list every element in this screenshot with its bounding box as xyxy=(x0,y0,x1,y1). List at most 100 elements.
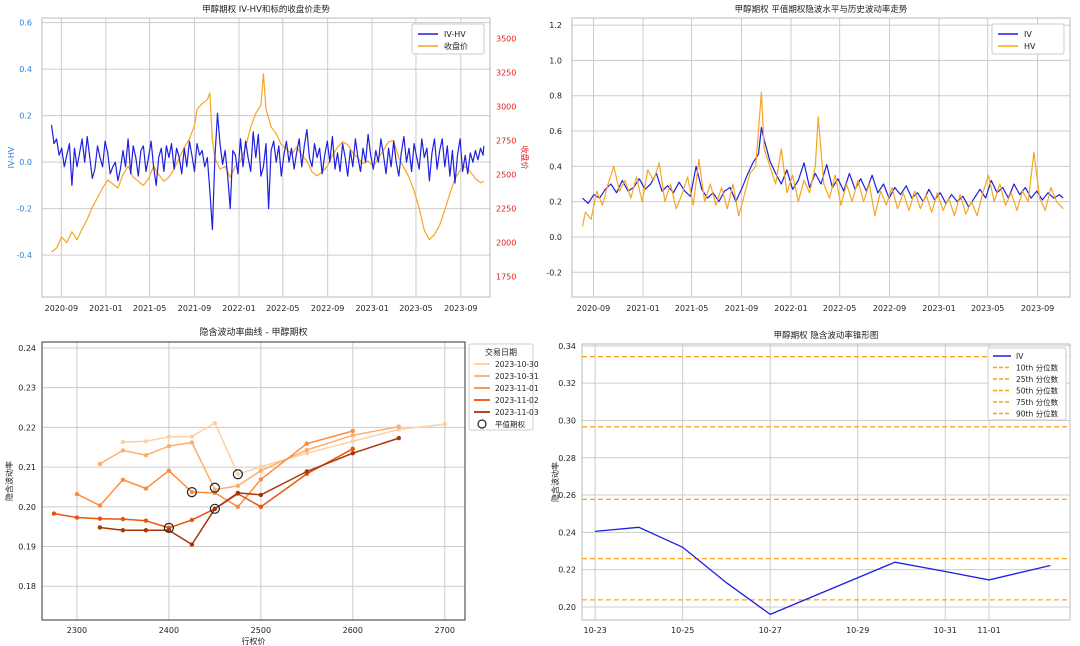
x-tick-label: 2022-01 xyxy=(222,304,255,313)
chart-1: 甲醇期权 IV-HV和标的收盘价走势 2020-09 2021-01 2021-05 2… xyxy=(7,4,530,313)
legend-label: 2023-10-31 xyxy=(495,372,539,381)
plot-frame xyxy=(581,343,1071,621)
x-tick-label: 2021-09 xyxy=(178,304,211,313)
legend-label: IV xyxy=(1016,352,1024,361)
y-tick-label: 0.2 xyxy=(19,112,32,121)
series-point xyxy=(120,448,126,453)
legend-label: 2023-11-01 xyxy=(495,384,539,393)
x-tick-label: 2020-09 xyxy=(577,304,610,313)
series-point xyxy=(235,504,241,510)
legend-label: IV-HV xyxy=(444,30,466,39)
atm-marker xyxy=(186,487,197,498)
chart-title: 甲醇期权 隐含波动率锥形图 xyxy=(774,330,879,341)
y2-tick-label: 3250 xyxy=(496,68,516,77)
atm-marker xyxy=(232,469,243,480)
legend-label: 75th 分位数 xyxy=(1016,397,1059,407)
legend-label: 90th 分位数 xyxy=(1016,409,1059,419)
series-line-HV xyxy=(581,91,1064,227)
y-tick-label: 0.0 xyxy=(19,158,32,167)
x-tick-label: 2023-05 xyxy=(399,304,432,313)
x-tick-label: 2300 xyxy=(67,626,87,635)
y-axis-label: 隐含波动率 xyxy=(550,462,560,502)
y-tick-label: 0.21 xyxy=(18,463,36,472)
x-tick-label: 10-31 xyxy=(934,626,957,635)
atm-marker xyxy=(209,482,220,493)
series-point xyxy=(97,516,103,521)
series-point xyxy=(350,439,356,444)
series-line-2023-10-30 xyxy=(122,421,445,476)
legend-label: HV xyxy=(1024,42,1036,51)
y-tick-label: -0.2 xyxy=(16,205,32,214)
legend-label: 10th 分位数 xyxy=(1016,363,1059,373)
y-tick-label: 0.24 xyxy=(558,528,576,537)
y-tick-label: 0.30 xyxy=(558,416,576,425)
y2-tick-label: 2000 xyxy=(496,239,516,248)
legend-label: 收盘价 xyxy=(444,41,468,51)
atm-marker xyxy=(163,522,174,533)
y-tick-label: 0.2 xyxy=(549,198,562,207)
chart-title: 甲醇期权 IV-HV和标的收盘价走势 xyxy=(202,4,330,15)
chart-2: 甲醇期权 平值期权隐波水平与历史波动率走势 2020-09 2021-01 2021-… xyxy=(546,4,1071,313)
legend-label: 50th 分位数 xyxy=(1016,386,1059,396)
x-tick-label: 2023-09 xyxy=(1021,304,1054,313)
series-point xyxy=(143,528,149,533)
series-point xyxy=(189,489,195,495)
y-tick-label: 0.22 xyxy=(18,423,36,432)
y-tick-label: -0.2 xyxy=(546,268,562,277)
x-tick-label: 2022-09 xyxy=(311,304,344,313)
x-tick-label: 10-23 xyxy=(584,626,607,635)
y-tick-label: 0.4 xyxy=(549,162,562,171)
y-tick-label: 1.2 xyxy=(549,21,562,30)
y-tick-label: 0.20 xyxy=(18,503,36,512)
x-tick-label: 2700 xyxy=(435,626,455,635)
series-point xyxy=(97,503,103,508)
y-tick-label: 0.18 xyxy=(18,582,36,591)
series-point xyxy=(212,506,218,511)
series-point xyxy=(304,447,310,453)
y-tick-label: 0.8 xyxy=(549,92,562,101)
series-point xyxy=(304,469,310,474)
x-tick-label: 2023-01 xyxy=(355,304,388,313)
series-point xyxy=(304,451,310,456)
y-tick-label: 0.23 xyxy=(18,384,36,393)
series-point xyxy=(166,528,172,533)
legend-label: 2023-10-30 xyxy=(495,360,539,369)
y-tick-label: 0.34 xyxy=(558,342,576,351)
x-tick-label: 2022-05 xyxy=(266,304,299,313)
series-line-2023-11-02 xyxy=(53,448,354,529)
x-tick-label: 10-27 xyxy=(759,626,782,635)
x-tick-label: 2600 xyxy=(343,626,363,635)
series-point xyxy=(143,518,149,523)
series-point xyxy=(120,516,126,522)
y-tick-label: 0.22 xyxy=(558,566,576,575)
y-tick-label: 0.4 xyxy=(19,65,32,74)
y-tick-label: 0.28 xyxy=(558,454,576,463)
series-line-IV-HV xyxy=(50,112,485,231)
legend-label: IV xyxy=(1024,30,1032,39)
x-tick-label: 2022-09 xyxy=(873,304,906,313)
y2-tick-label: 3500 xyxy=(496,34,516,43)
plot-frame xyxy=(41,17,491,298)
series-point xyxy=(97,525,103,530)
series-point xyxy=(97,461,103,467)
series-point xyxy=(143,452,149,458)
y-tick-label: 0.6 xyxy=(549,127,562,136)
y2-tick-label: 1750 xyxy=(496,273,516,282)
y-axis-label: 隐含波动率 xyxy=(4,461,14,501)
series-point xyxy=(258,504,264,510)
series-point xyxy=(143,439,149,444)
y-tick-label: 0.0 xyxy=(549,233,562,242)
x-tick-label: 2020-09 xyxy=(45,304,78,313)
y-tick-label: 0.6 xyxy=(19,19,32,28)
x-tick-label: 10-25 xyxy=(671,626,694,635)
series-point xyxy=(51,511,57,516)
y-tick-label: 0.19 xyxy=(18,543,36,552)
x-axis-label: 行权价 xyxy=(242,636,266,646)
x-tick-label: 2021-01 xyxy=(89,304,122,313)
series-point xyxy=(120,528,126,533)
series-point xyxy=(143,486,149,491)
legend-label: 25th 分位数 xyxy=(1016,374,1059,384)
series-line-IV xyxy=(582,126,1064,208)
y-tick-label: 0.20 xyxy=(558,603,576,612)
